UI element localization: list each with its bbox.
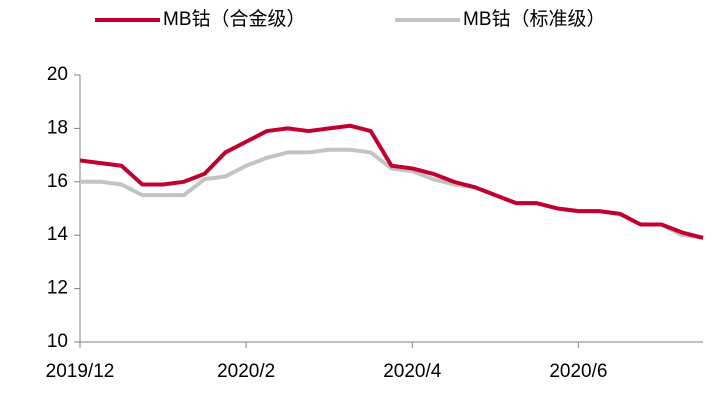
x-tick-label: 2020/6 [549, 361, 607, 382]
y-tick-label: 20 [47, 64, 68, 85]
x-tick-label: 2019/12 [46, 361, 115, 382]
y-tick-label: 12 [47, 278, 68, 299]
y-tick-label: 14 [47, 224, 69, 245]
legend-label: MB钴（合金级） [163, 8, 306, 30]
series-line [79, 123, 704, 240]
legend-label: MB钴（标准级） [463, 8, 606, 30]
y-tick-label: 16 [47, 171, 68, 192]
x-tick-label: 2020/4 [383, 361, 442, 382]
x-tick-label: 2020/2 [217, 361, 275, 382]
y-tick-label: 18 [47, 117, 68, 138]
y-tick-label: 10 [47, 331, 68, 352]
